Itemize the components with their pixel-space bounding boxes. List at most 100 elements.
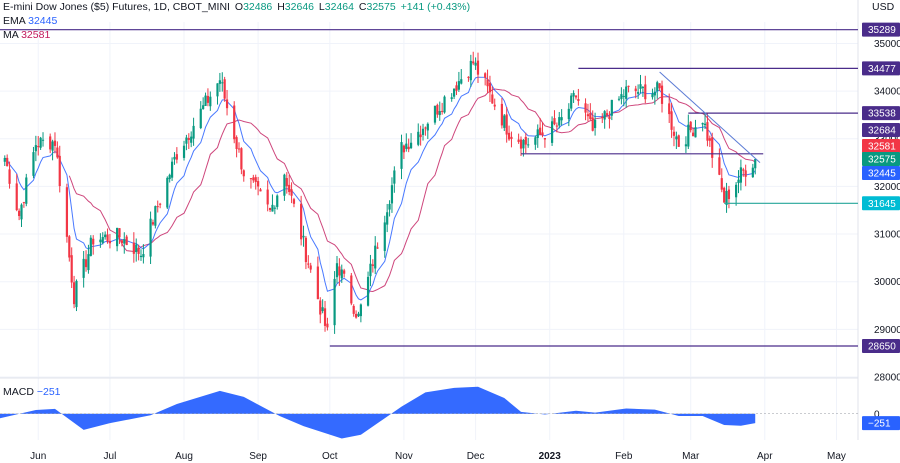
candle-body <box>553 118 556 125</box>
candle-body <box>156 206 159 208</box>
candle-body <box>601 116 604 118</box>
candle-body <box>340 269 343 279</box>
candle-body <box>622 95 625 97</box>
ma-legend[interactable]: MA 32581 <box>3 29 50 41</box>
currency-label: USD <box>872 1 895 13</box>
candle-body <box>735 184 738 198</box>
ema-path <box>4 76 756 301</box>
candle-body <box>259 189 262 192</box>
candle-body <box>641 87 645 89</box>
candle-body <box>68 236 71 258</box>
candle-body <box>386 212 389 225</box>
candle-body <box>309 265 312 270</box>
candle-body <box>534 137 537 145</box>
candle-body <box>486 79 489 87</box>
candle-body <box>6 157 9 167</box>
horizontal-levels <box>0 29 858 347</box>
time-axis[interactable]: Jun Jul Aug Sep Oct Nov Dec 2023 Feb Mar Apr May <box>30 451 846 462</box>
low-label: L <box>318 1 325 13</box>
candle-body <box>694 127 697 138</box>
candle-body <box>677 135 680 147</box>
macd-area <box>0 386 756 439</box>
candle-body <box>510 136 513 139</box>
candle-body <box>123 239 126 244</box>
candle-body <box>25 177 28 204</box>
price-tag-bg <box>862 166 900 180</box>
candle-body <box>323 308 327 326</box>
candle-body <box>70 255 73 283</box>
candle-body <box>455 85 458 91</box>
macd-pane <box>0 386 858 439</box>
candle-body <box>41 139 45 141</box>
candle-body <box>720 178 723 190</box>
candle-body <box>706 122 709 141</box>
candle-body <box>737 179 740 184</box>
candle-body <box>443 96 446 113</box>
candle-body <box>221 82 224 84</box>
open-label: O <box>234 1 244 13</box>
x-tick-label: Apr <box>757 451 773 462</box>
candle-body <box>409 142 413 149</box>
candle-body <box>527 144 530 146</box>
candle-body <box>104 234 107 238</box>
candle-body <box>206 95 210 103</box>
candle-body <box>476 60 480 75</box>
candle-body <box>53 140 57 146</box>
candle-body <box>488 82 492 93</box>
candle-body <box>355 313 358 318</box>
price-tag-label: 33538 <box>868 109 896 120</box>
ma-value: 32581 <box>21 29 51 41</box>
candle-body <box>271 204 274 212</box>
price-tag-label: 32581 <box>868 142 896 153</box>
ema-legend[interactable]: EMA 32445 <box>3 15 57 27</box>
candle-body <box>316 266 319 300</box>
candle-body <box>101 237 104 243</box>
candle-body <box>567 108 570 119</box>
candle-body <box>374 245 377 269</box>
candle-body <box>519 139 523 149</box>
candle-body <box>656 82 659 91</box>
candle-body <box>472 61 475 64</box>
candle-body <box>637 92 640 94</box>
candle-body <box>254 177 257 183</box>
low-value: 32464 <box>324 1 354 13</box>
macd-legend[interactable]: MACD −251 <box>3 386 61 398</box>
price-tag-label: 28650 <box>868 342 896 353</box>
candle-body <box>106 234 109 242</box>
candle-body <box>718 157 721 175</box>
candle-body <box>225 99 229 109</box>
x-tick-label: Sep <box>249 451 267 462</box>
candle-body <box>75 280 78 308</box>
y-tick-label: 34000 <box>874 87 900 98</box>
x-tick-label: Aug <box>175 451 193 462</box>
symbol-title: E-mini Dow Jones ($5) Futures, 1D, CBOT_… <box>3 1 230 13</box>
ma-line <box>68 88 756 292</box>
candle-body <box>541 132 544 136</box>
candle-body <box>754 158 757 169</box>
candle-body <box>273 207 276 209</box>
candle-body <box>240 148 243 170</box>
candle-body <box>393 170 396 184</box>
candle-body <box>589 112 592 119</box>
candle-body <box>539 127 542 135</box>
price-axis[interactable]: 3500034000330003200031000300002900028000… <box>874 39 900 420</box>
candle-body <box>627 85 630 87</box>
candle-body <box>383 222 386 251</box>
candle-body <box>594 119 597 129</box>
x-tick-label: May <box>827 451 846 462</box>
x-tick-label: Oct <box>322 451 338 462</box>
candle-body <box>37 145 40 148</box>
macd-tag-label: −251 <box>868 419 891 430</box>
candle-body <box>691 132 695 137</box>
x-tick-label: Jul <box>104 451 117 462</box>
candle-body <box>668 103 671 115</box>
candle-body <box>343 270 346 274</box>
candle-body <box>484 73 487 78</box>
candle-body <box>166 177 169 208</box>
candle-body <box>199 108 202 129</box>
candle-body <box>300 203 303 240</box>
candle-body <box>617 98 621 100</box>
candle-body <box>369 263 372 277</box>
candle-body <box>173 156 176 160</box>
